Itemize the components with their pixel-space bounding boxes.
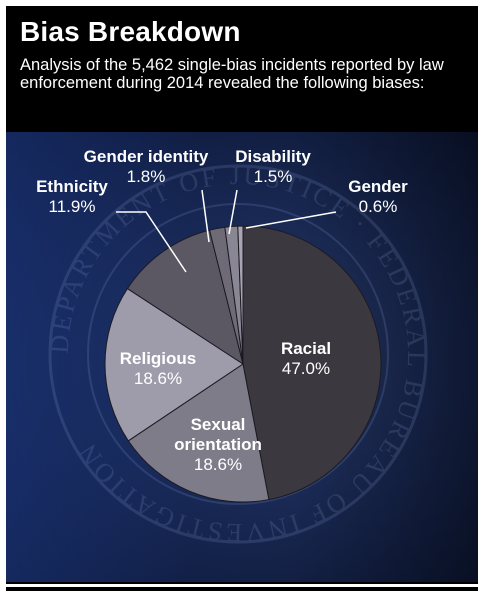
slice-label-sexual-orientation: Sexual <box>191 415 246 434</box>
slice-label-gender-identity: Gender identity <box>84 147 209 166</box>
pie-slice-gender <box>237 225 244 365</box>
page-title: Bias Breakdown <box>20 16 241 47</box>
infographic-frame: Bias Breakdown Analysis of the 5,462 sin… <box>6 6 478 591</box>
slice-value-racial: 47.0% <box>282 359 330 378</box>
slice-label-religious: Religious <box>120 349 197 368</box>
pie-slices <box>104 225 382 503</box>
slice-value-gender-identity: 1.8% <box>127 167 166 186</box>
bottom-rule <box>6 584 478 587</box>
slice-label-racial: Racial <box>281 339 331 358</box>
pie-chart: DEPARTMENT OF JUSTICE · FEDERAL BUREAU O… <box>36 147 428 547</box>
pie-slice-sexual-orientation <box>127 363 270 503</box>
leader-line-gender <box>245 211 337 229</box>
leader-line-ethnicity <box>116 211 187 273</box>
chart-panel: DEPARTMENT OF JUSTICE · FEDERAL BUREAU O… <box>6 132 478 582</box>
slice-label-sexual-orientation: orientation <box>174 435 262 454</box>
subtitle: Analysis of the 5,462 single-bias incide… <box>20 56 444 92</box>
leader-lines <box>116 189 337 273</box>
slice-value-ethnicity: 11.9% <box>49 197 96 216</box>
header: Bias Breakdown Analysis of the 5,462 sin… <box>6 6 478 132</box>
slice-value-sexual-orientation: 18.6% <box>194 455 242 474</box>
pie-slice-religious <box>104 287 244 442</box>
slice-label-disability: Disability <box>235 147 311 166</box>
slice-labels: Racial47.0%Sexualorientation18.6%Religio… <box>36 147 408 474</box>
leader-line-gender-identity <box>201 189 210 243</box>
slice-value-gender: 0.6% <box>359 197 398 216</box>
slice-value-disability: 1.5% <box>254 167 293 186</box>
pie-slice-racial <box>242 225 382 501</box>
leader-line-disability <box>228 189 238 235</box>
slice-label-ethnicity: Ethnicity <box>36 177 108 196</box>
slice-value-religious: 18.6% <box>134 369 182 388</box>
slice-label-gender: Gender <box>348 177 408 196</box>
pie-slice-ethnicity <box>126 229 244 366</box>
